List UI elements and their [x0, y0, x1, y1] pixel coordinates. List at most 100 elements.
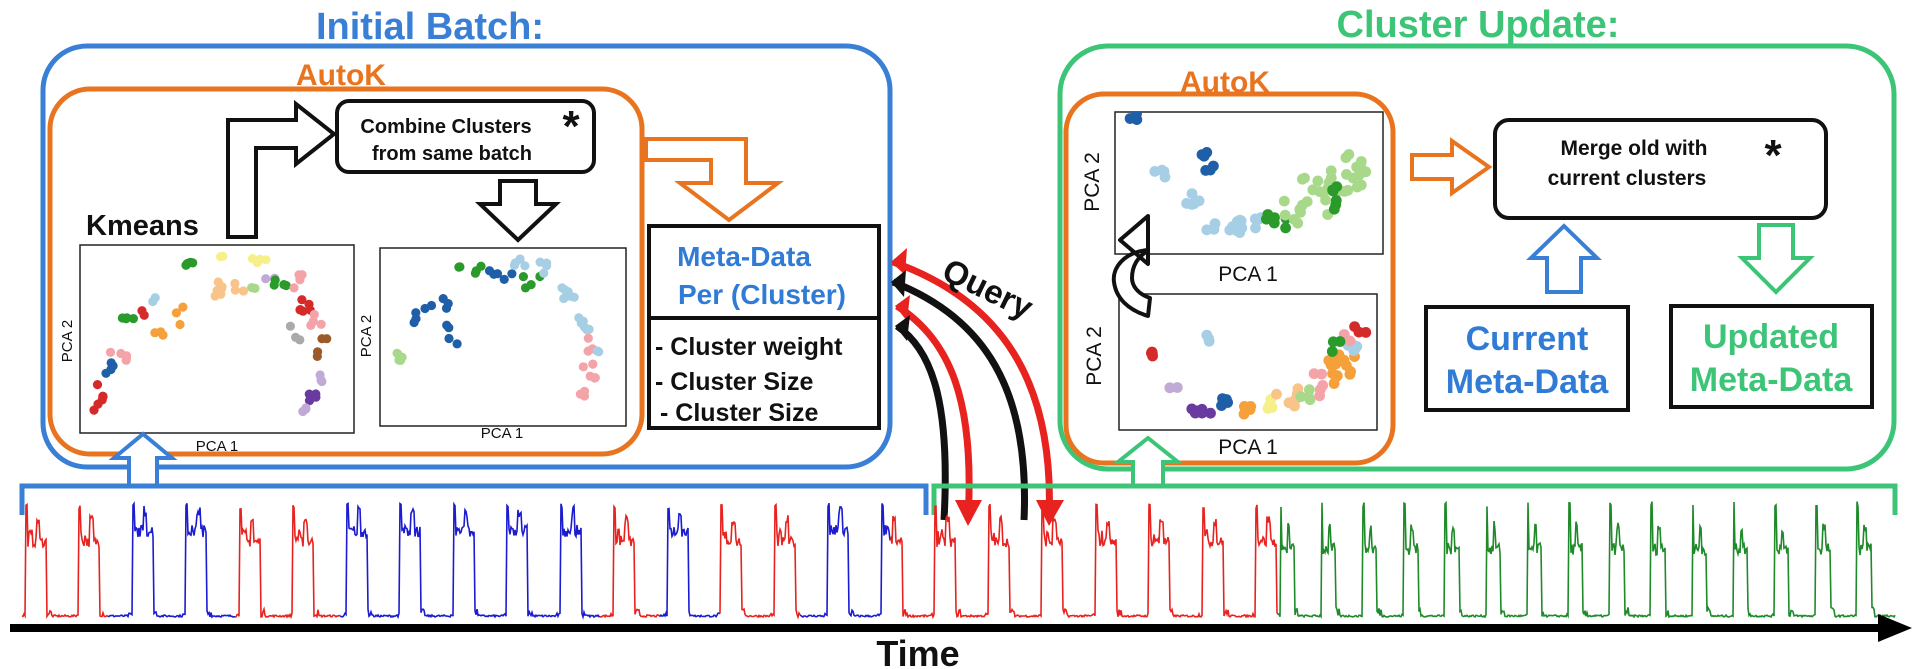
updated-metadata-line1: Updated [1703, 318, 1839, 356]
scatter-point [1191, 405, 1203, 417]
cluster-update-panel: Cluster Update: AutoK PCA 1 PCA 2 PCA 1 … [1057, 4, 1897, 488]
scatter-point [156, 327, 166, 337]
autok-label-left: AutoK [296, 59, 386, 92]
scatter-point [470, 268, 480, 278]
scatter-point [116, 348, 126, 359]
scatter-point [316, 319, 326, 329]
combine-clusters-line1: Combine Clusters [360, 116, 531, 138]
scatter-point [1349, 343, 1361, 355]
scatter-point [297, 270, 307, 280]
plot-xlabel: PCA 1 [1218, 263, 1278, 286]
scatter-point [574, 313, 584, 323]
scatter-point [122, 313, 132, 323]
scatter-point [1234, 214, 1246, 226]
scatter-point [213, 277, 223, 287]
initial-batch-title: Initial Batch: [316, 6, 544, 48]
initial-batch-panel: Initial Batch: AutoK Kmeans Combine Clus… [40, 6, 893, 488]
loop-arrow [1111, 214, 1152, 318]
scatter-point [1351, 161, 1362, 173]
scatter-point [588, 359, 598, 369]
scatter-point [492, 269, 503, 279]
scatter-point [507, 269, 517, 279]
signal-segment [599, 504, 661, 619]
query-arrow-black-1 [891, 278, 1029, 521]
series-to-autok-right-up-arrow [1112, 435, 1184, 488]
scatter-point [1316, 368, 1327, 380]
cluster-update-title: Cluster Update: [1337, 4, 1620, 46]
updated-scatter-plot: PCA 1 PCA 2 [1081, 111, 1384, 286]
combine-asterisk: * [562, 102, 580, 151]
scatter-point [539, 268, 549, 278]
metadata-frame [647, 224, 881, 430]
current-metadata-line2: Meta-Data [1446, 363, 1610, 401]
scatter-point [1301, 196, 1313, 208]
scatter-point [1269, 212, 1280, 224]
scatter-point [238, 286, 249, 296]
scatter-points [392, 254, 604, 401]
scatter-points [89, 251, 332, 417]
autok-frame-left [47, 86, 645, 457]
current-metadata-box [1424, 305, 1630, 412]
signal-segment [719, 502, 801, 620]
cluster-update-bracket [931, 483, 1898, 515]
autok-to-metadata-arrow [644, 137, 784, 223]
arrowhead [891, 248, 907, 275]
scatter-point [1250, 222, 1261, 234]
combined-scatter-plot: PCA 1 PCA 2 [358, 247, 627, 442]
query-arrow-red-2 [895, 303, 973, 521]
scatter-point [443, 299, 453, 309]
scatter-point [444, 323, 454, 333]
scatter-point [594, 347, 604, 357]
scatter-point [252, 258, 262, 268]
scatter-point [304, 299, 314, 309]
scatter-point [1279, 209, 1291, 221]
combine-down-arrow [474, 179, 562, 243]
signal-segment [889, 502, 1279, 620]
plot-xlabel: PCA 1 [1218, 436, 1278, 459]
scatter-point [1208, 160, 1219, 172]
scatter-point [1164, 382, 1176, 394]
scatter-point [397, 352, 407, 362]
signal-segment [234, 504, 341, 620]
scatter-point [1292, 217, 1304, 229]
scatter-point [585, 371, 595, 381]
current-scatter-plot: PCA 1 PCA 2 [1083, 293, 1378, 459]
scatter-points [1124, 112, 1372, 239]
scatter-point [411, 308, 421, 318]
scatter-point [121, 355, 131, 365]
arrowhead [895, 315, 910, 341]
metadata-item-size: - Cluster Size [655, 368, 813, 396]
metadata-title-line2: Per (Cluster) [678, 279, 846, 310]
scatter-point [175, 319, 185, 330]
scatter-point [1188, 198, 1200, 210]
scatter-point [1299, 172, 1310, 184]
plot-ylabel: PCA 2 [1083, 326, 1106, 386]
scatter-point [1209, 218, 1221, 230]
initial-batch-frame [40, 43, 893, 470]
scatter-point [484, 266, 495, 276]
scatter-point [313, 347, 323, 357]
merge-line1: Merge old with [1561, 137, 1708, 160]
scatter-point [139, 310, 149, 320]
scatter-point [106, 364, 116, 375]
scatter-point [455, 262, 465, 272]
scatter-point [1314, 384, 1326, 395]
scatter-point [311, 392, 321, 402]
merge-box [1493, 118, 1828, 220]
current-metadata-line1: Current [1466, 320, 1589, 358]
time-label: Time [876, 633, 959, 669]
scatter-point [1343, 149, 1355, 160]
scatter-point [230, 285, 240, 295]
series-to-autok-up-arrow [108, 431, 178, 488]
scatter-point [1205, 407, 1216, 419]
scatter-point [279, 280, 289, 290]
scatter-point [1326, 346, 1338, 357]
autok-label-right: AutoK [1180, 66, 1270, 99]
scatter-point [520, 261, 530, 271]
scatter-point [426, 300, 437, 311]
query-arrow-black-2 [894, 323, 949, 521]
plot-frame [1114, 111, 1384, 255]
scatter-point [1261, 213, 1272, 225]
kmeans-scatter-plot: PCA 1 PCA 2 [59, 244, 355, 455]
